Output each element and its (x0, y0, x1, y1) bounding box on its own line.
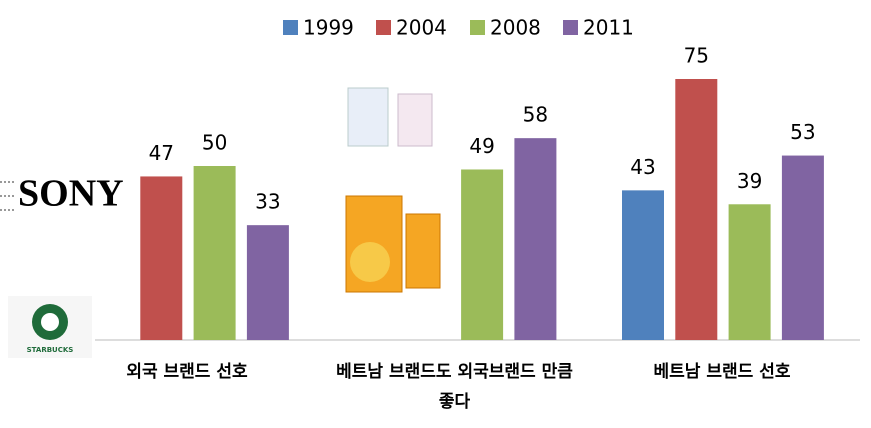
legend-label: 2011 (583, 16, 634, 40)
bar (246, 225, 289, 340)
legend-label: 1999 (303, 16, 354, 40)
legend-swatch (283, 20, 298, 35)
bar (728, 204, 771, 340)
category-label: 베트남 브랜드 선호 (653, 362, 791, 382)
data-label: 47 (149, 141, 174, 165)
data-label: 39 (737, 169, 762, 193)
legend-label: 2004 (396, 16, 447, 40)
data-label: 58 (523, 103, 548, 127)
bar (675, 79, 718, 340)
orange (350, 242, 390, 282)
legend-swatch (470, 20, 485, 35)
bar (781, 155, 824, 340)
bar (140, 176, 183, 340)
data-label: 50 (202, 131, 227, 155)
milk-images (345, 87, 441, 293)
data-label: 33 (255, 190, 280, 214)
data-label: 75 (684, 44, 709, 68)
data-label: 43 (630, 155, 655, 179)
category-label: 베트남 브랜드도 외국브랜드 만큼 좋다 (336, 362, 573, 412)
sony-lines (0, 177, 14, 213)
sony-text: SONY (18, 173, 124, 215)
data-label: 49 (469, 134, 494, 158)
legend-swatch (376, 20, 391, 35)
juice-box (405, 213, 441, 289)
starbucks-text: STARBUCKS (27, 346, 74, 354)
data-label: 53 (790, 120, 815, 144)
milk-box (397, 93, 433, 147)
bar (461, 169, 504, 340)
bar (193, 166, 236, 340)
sony-logo: SONY (0, 173, 124, 215)
bar (622, 190, 664, 340)
category-label: 외국 브랜드 선호 (126, 362, 248, 382)
bar (514, 138, 557, 340)
milk-box (347, 87, 389, 147)
starbucks-logo: STARBUCKS (8, 296, 92, 358)
legend-swatch (563, 20, 578, 35)
legend-label: 2008 (490, 16, 541, 40)
logo-inner (41, 313, 59, 331)
